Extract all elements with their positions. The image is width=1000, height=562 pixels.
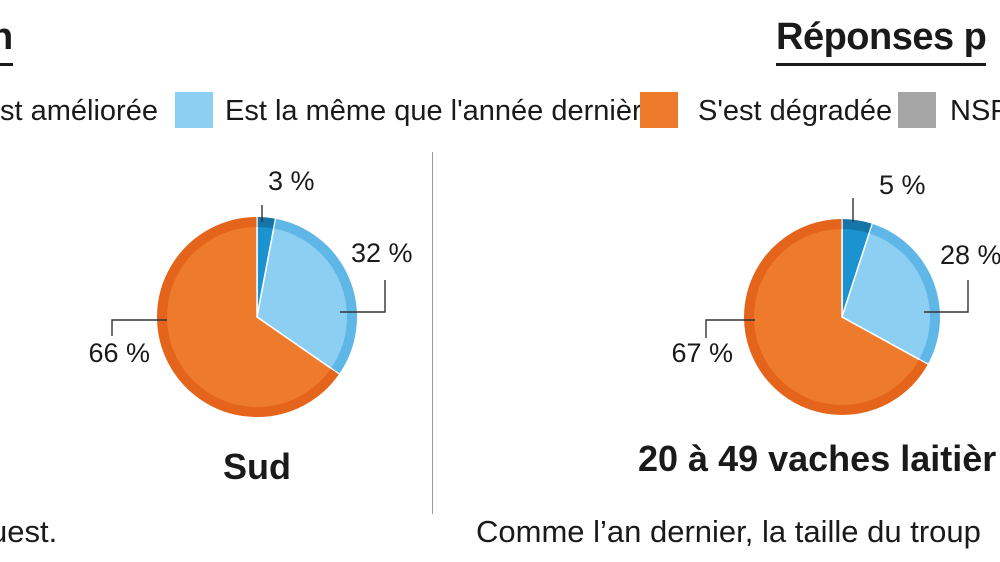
leader-line — [111, 319, 167, 336]
pie-slice-rim — [744, 219, 928, 415]
pie-title-sud: Sud — [223, 446, 291, 487]
legend-swatch-degrade — [640, 92, 678, 128]
column-divider — [432, 152, 433, 514]
section-heading-right: Réponses p — [776, 14, 987, 66]
pie-slice-rim — [842, 219, 872, 234]
pie-title-vaches: 20 à 49 vaches laitièr — [638, 438, 997, 479]
footnote-right: Comme l’an dernier, la taille du troup — [476, 514, 981, 549]
pie-value-label: 32 % — [351, 238, 413, 268]
heading-underline — [0, 63, 13, 66]
pie-value-label: 3 % — [268, 166, 315, 196]
legend-label-nsp: NSP — [950, 95, 1000, 127]
pie-vaches: 5 % 28 % 67 % — [671, 170, 1000, 416]
legend-swatch-nsp — [898, 92, 936, 128]
pie-value-label: 66 % — [88, 338, 150, 368]
section-heading-right-text: Réponses p — [776, 16, 987, 58]
heading-underline — [776, 63, 987, 66]
pie-slice-rim — [157, 217, 339, 417]
legend-label-ameliore: st améliorée — [0, 95, 158, 127]
pie-value-label: 28 % — [940, 240, 1000, 270]
leader-line — [924, 280, 969, 313]
pie-value-label: 67 % — [671, 338, 733, 368]
legend-swatch-meme — [175, 92, 213, 128]
pie-slice-rim — [274, 218, 357, 374]
legend-label-meme: Est la même que l'année dernière — [225, 95, 658, 127]
pie-slice-rim — [257, 217, 276, 229]
pie-slice-rim — [869, 223, 940, 364]
leader-line — [705, 319, 755, 338]
section-heading-left-text: n — [0, 16, 13, 58]
pie-sud: 3 % 32 % 66 % — [88, 166, 413, 418]
legend-label-degrade: S'est dégradée — [698, 95, 893, 127]
footnote-left: uest. — [0, 514, 58, 549]
leader-line — [340, 280, 386, 313]
pie-value-label: 5 % — [879, 170, 926, 200]
section-heading-left: n — [0, 14, 13, 66]
